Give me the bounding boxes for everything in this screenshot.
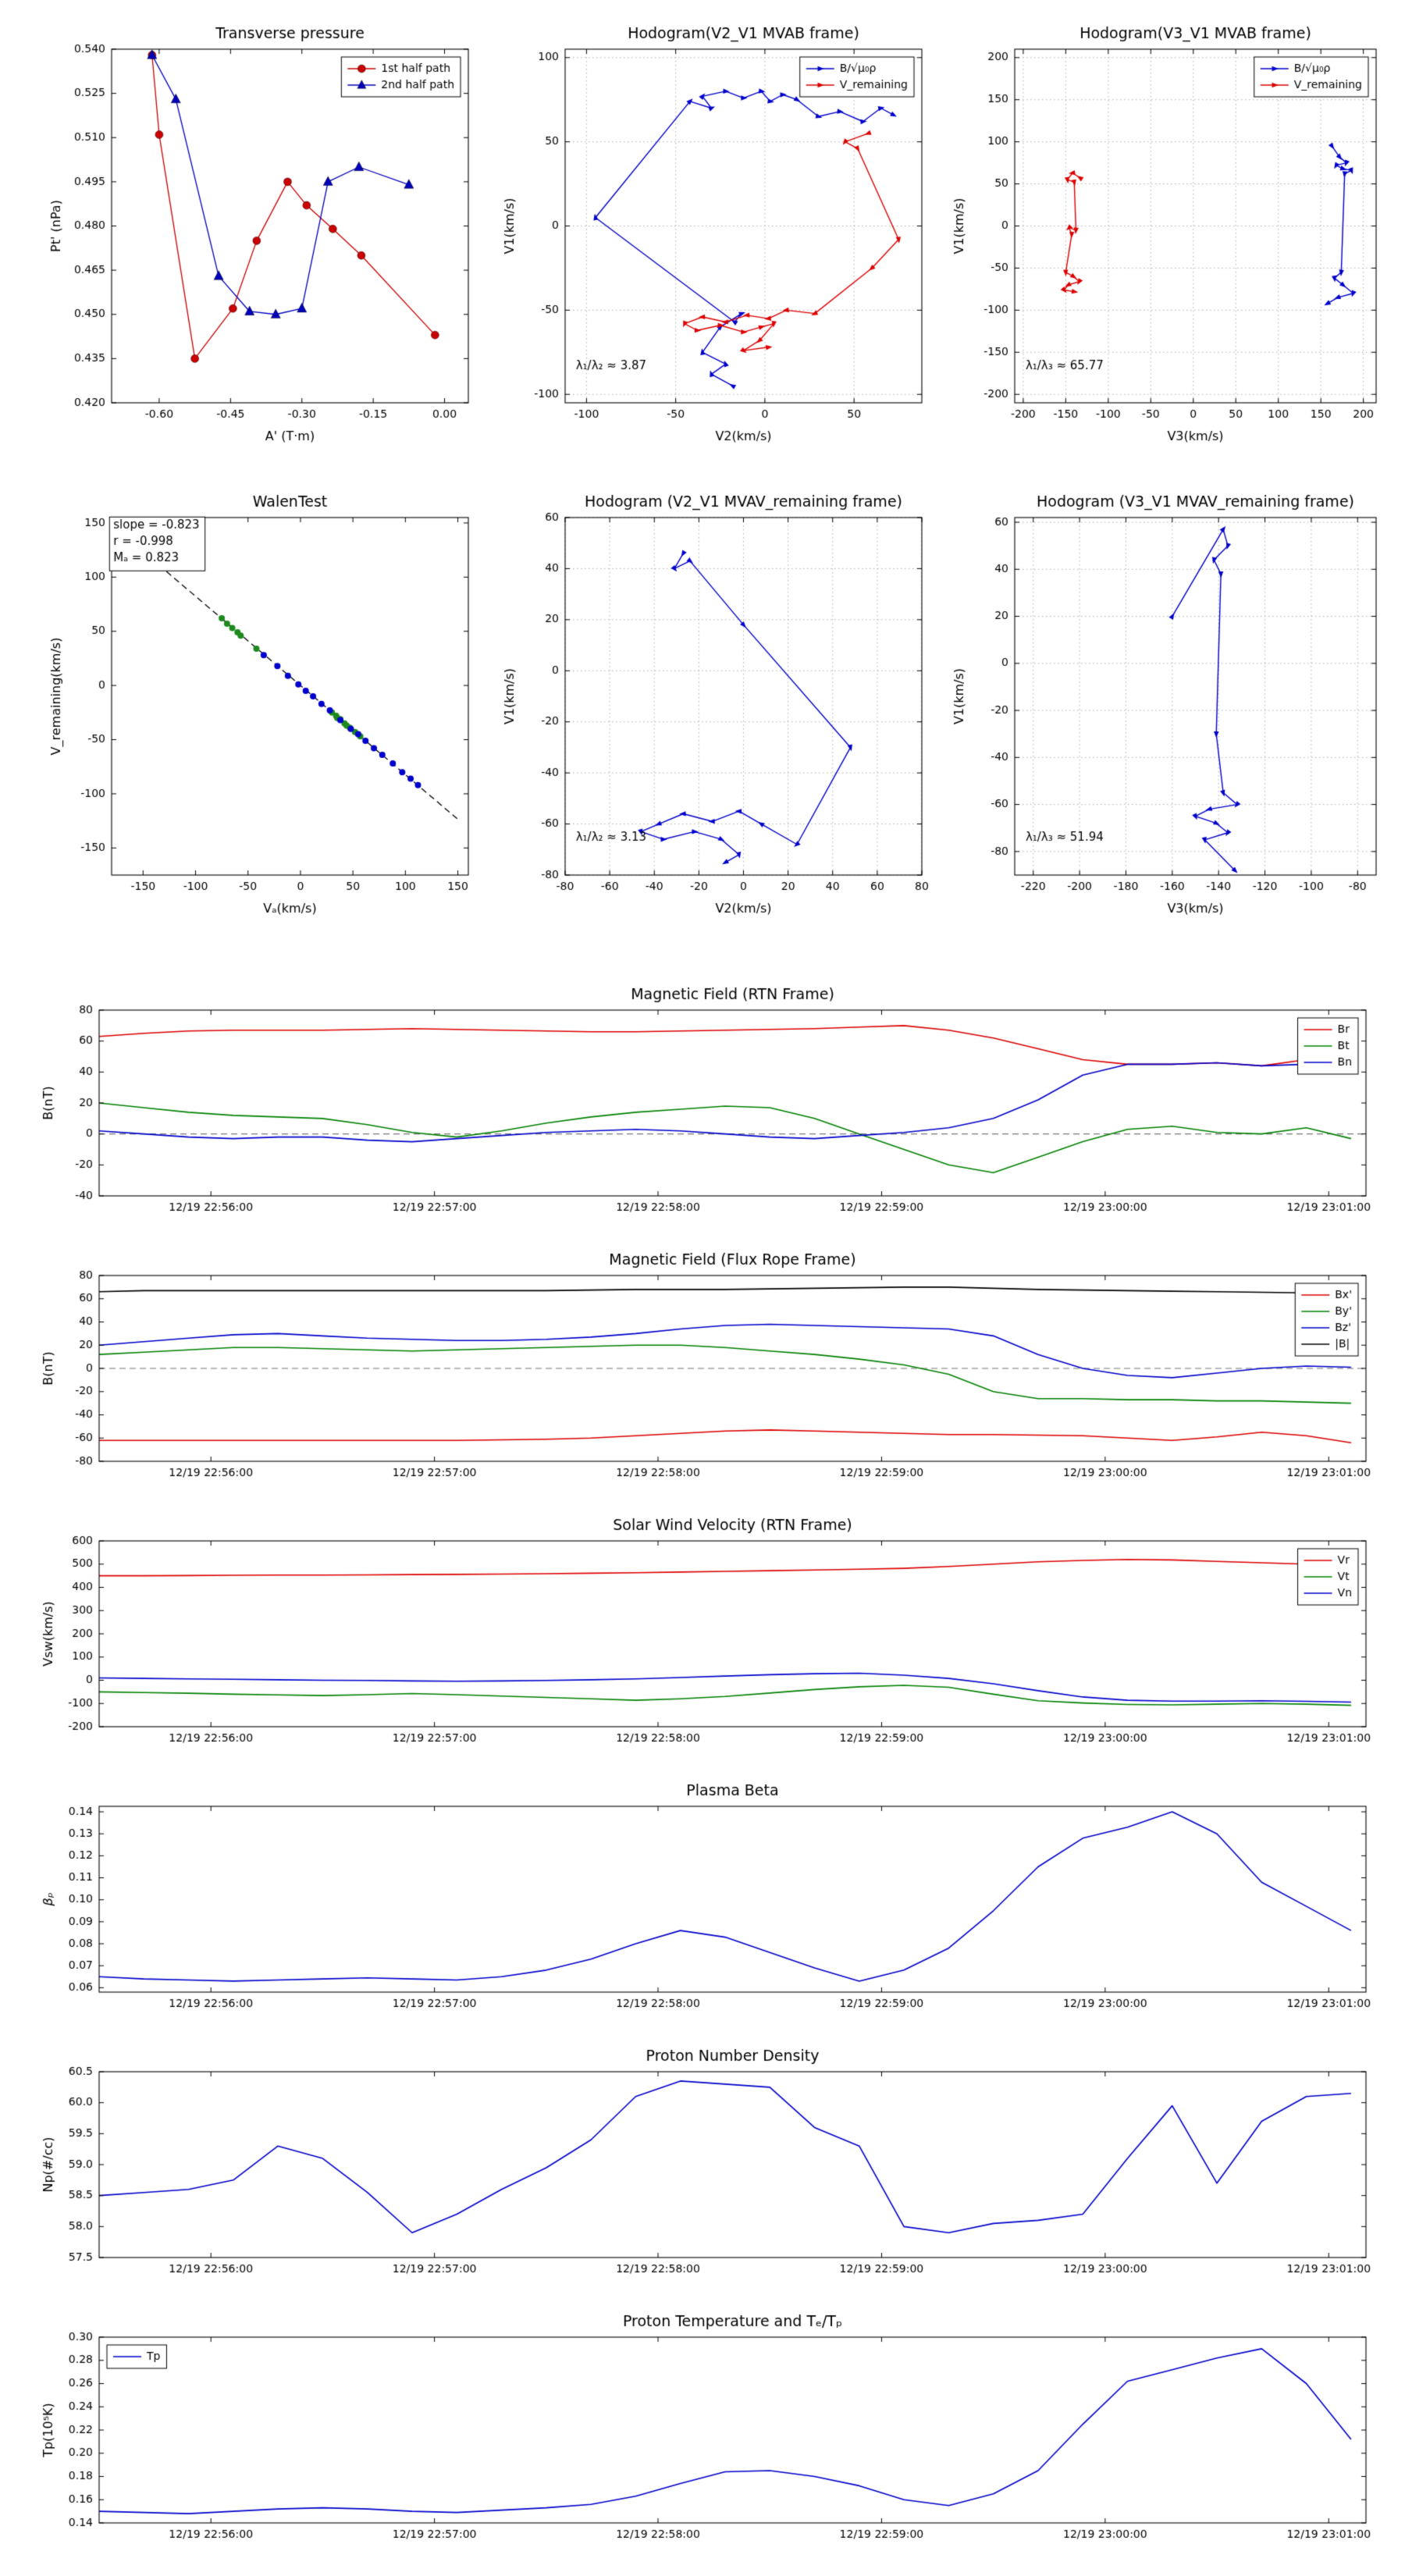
- hodogram-v3v1-mvav-canvas: [946, 482, 1388, 923]
- proton-density-canvas: [35, 2044, 1374, 2293]
- solar-wind-velocity-canvas: [35, 1513, 1374, 1763]
- chart-proton-density: [35, 2044, 1374, 2293]
- proton-temperature-canvas: [35, 2309, 1374, 2559]
- chart-proton-temperature: [35, 2309, 1374, 2559]
- chart-solar-wind-velocity: [35, 1513, 1374, 1763]
- chart-hodogram-v2v1-mvab: [496, 14, 934, 451]
- chart-hodogram-v3v1-mvav: [946, 482, 1388, 923]
- chart-hodogram-v3v1-mvab: [946, 14, 1388, 451]
- chart-walen-test: [43, 482, 480, 923]
- chart-magnetic-field-rtn: [35, 982, 1374, 1232]
- chart-plasma-beta: [35, 1778, 1374, 2028]
- hodogram-v2v1-mvab-canvas: [496, 14, 934, 451]
- hodogram-v2v1-mvav-canvas: [496, 482, 934, 923]
- walen-test-canvas: [43, 482, 480, 923]
- chart-transverse-pressure: [43, 14, 480, 451]
- magnetic-field-flux-rope-canvas: [35, 1247, 1374, 1497]
- chart-magnetic-field-flux-rope: [35, 1247, 1374, 1497]
- plasma-beta-canvas: [35, 1778, 1374, 2028]
- transverse-pressure-canvas: [43, 14, 480, 451]
- magnetic-field-rtn-canvas: [35, 982, 1374, 1232]
- chart-hodogram-v2v1-mvav: [496, 482, 934, 923]
- hodogram-v3v1-mvab-canvas: [946, 14, 1388, 451]
